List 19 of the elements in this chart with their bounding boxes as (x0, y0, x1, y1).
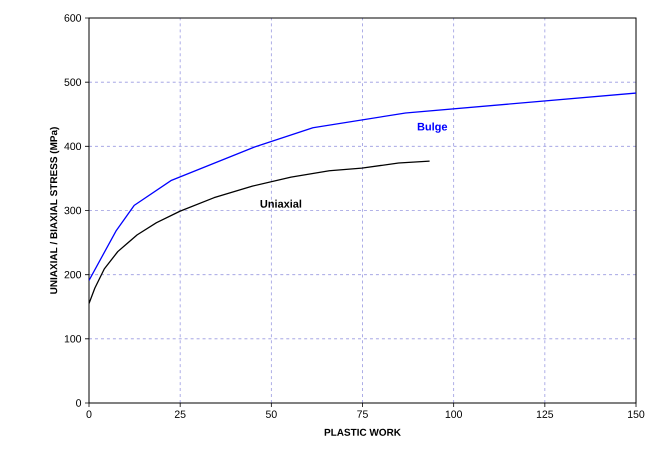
y-tick-label: 100 (64, 335, 82, 343)
x-tick-label: 100 (446, 410, 462, 418)
x-tick-label: 0 (86, 410, 92, 418)
y-axis-title: UNIAXIAL / BIAXIAL STRESS (MPa) (50, 127, 60, 294)
x-axis-title: PLASTIC WORK (324, 428, 401, 436)
y-tick-label: 200 (64, 270, 82, 278)
y-tick-label: 400 (64, 142, 82, 150)
y-tick-label: 600 (64, 14, 82, 22)
series-label: Uniaxial (260, 200, 302, 208)
x-tick-label: 75 (357, 410, 368, 418)
y-tick-label: 500 (64, 78, 82, 86)
x-tick-label: 125 (536, 410, 554, 418)
x-tick-label: 50 (266, 410, 277, 418)
series-label: Bulge (418, 122, 448, 133)
line-series (89, 92, 636, 282)
y-tick-label: 0 (76, 399, 82, 407)
y-tick-label: 300 (64, 206, 82, 214)
x-tick-label: 25 (174, 410, 186, 418)
x-tick-label: 150 (628, 410, 644, 418)
